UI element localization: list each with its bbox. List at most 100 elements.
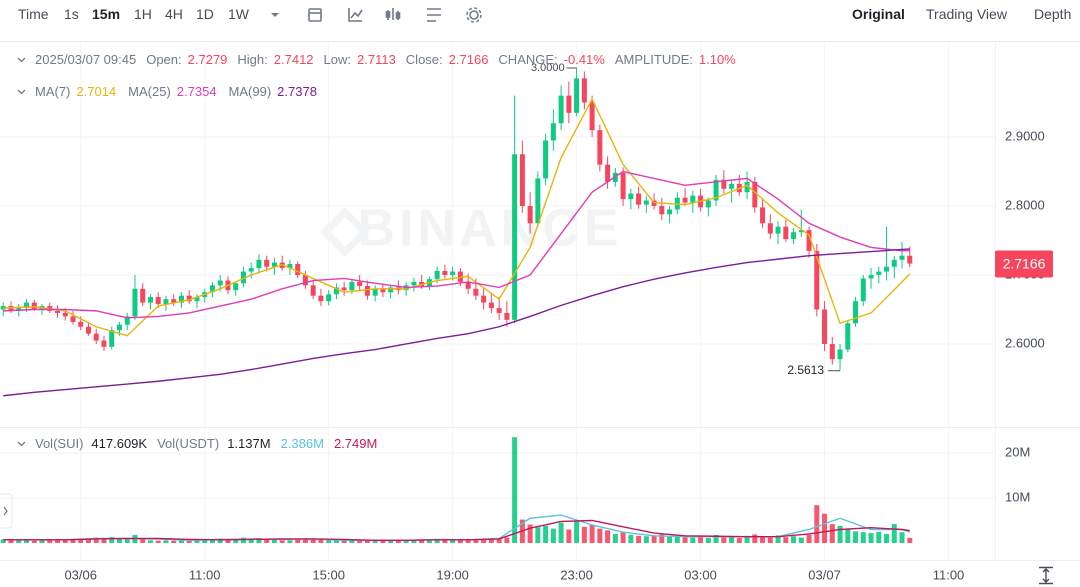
candle-body: [752, 181, 758, 208]
candle-body: [264, 259, 270, 267]
legend-chevrons[interactable]: [17, 57, 26, 447]
volume-bar: [225, 539, 231, 543]
ma-line: [3, 248, 910, 397]
interval-button[interactable]: 1s: [64, 6, 79, 22]
candle-body: [884, 266, 890, 272]
x-tick-label: 15:00: [312, 567, 345, 582]
candle-body: [302, 275, 308, 286]
candle-body: [845, 323, 851, 350]
x-tick-label: 03:00: [684, 567, 717, 582]
candle-body: [829, 343, 835, 360]
candle-body: [907, 255, 913, 264]
volume-ma-value: 2.749M: [333, 436, 378, 451]
volume-bar: [814, 505, 820, 543]
candle-body: [349, 281, 355, 291]
x-tick-label: 11:00: [933, 567, 965, 582]
interval-button[interactable]: Time: [18, 6, 49, 22]
volume-bar: [434, 538, 440, 543]
candle-body: [171, 299, 177, 303]
change-value: -0.41%: [563, 52, 605, 67]
candle-body: [70, 316, 76, 322]
volume-bar: [116, 538, 122, 543]
volume-bar: [550, 528, 556, 543]
view-tab[interactable]: Original: [852, 6, 905, 22]
volume-bar: [465, 539, 471, 543]
volume-bar: [791, 536, 797, 543]
candle-body: [783, 226, 789, 240]
low-label: 2.5613: [787, 363, 824, 377]
label: Vol(SUI): [35, 436, 84, 451]
volume-bar: [8, 540, 14, 543]
volume-bar: [535, 527, 541, 543]
volume-bar: [659, 534, 665, 543]
candle-body: [690, 195, 696, 203]
volume-bar: [240, 537, 246, 543]
volume-bar: [589, 524, 595, 543]
volume-bar: [605, 530, 611, 543]
candle-body: [682, 197, 688, 203]
candle-body: [628, 193, 634, 200]
view-tab[interactable]: Trading View: [926, 6, 1007, 22]
volume-bar: [39, 540, 45, 543]
candle-body: [899, 255, 905, 260]
volume-bar: [78, 539, 84, 543]
y-tick-label: 2.9000: [1005, 128, 1045, 143]
volume-tick-label: 20M: [1005, 444, 1030, 459]
volume-bar: [426, 539, 432, 543]
candle-body: [504, 312, 510, 320]
watermark: BINANCE: [358, 200, 623, 258]
candle-body: [822, 309, 828, 344]
volume-bar: [147, 540, 153, 543]
interval-button[interactable]: 15m: [92, 6, 121, 22]
volume-bar: [581, 526, 587, 543]
volume-bar: [85, 538, 91, 543]
toolbar-icons[interactable]: [271, 7, 482, 23]
candle-body: [240, 271, 246, 284]
volume-bar: [140, 538, 146, 543]
candle-body: [512, 154, 518, 320]
volume-bar: [62, 540, 68, 543]
volume-bar: [705, 538, 711, 543]
fit-icon[interactable]: [1039, 566, 1053, 585]
candle-body: [496, 308, 502, 313]
volume-bar: [783, 537, 789, 543]
close-value: 2.7166: [448, 52, 489, 67]
interval-button[interactable]: 1W: [228, 6, 249, 22]
candle-body: [527, 206, 533, 224]
legend-name: MA(7): [35, 84, 71, 99]
volume-bar: [698, 536, 704, 543]
view-tab[interactable]: Depth: [1034, 6, 1072, 22]
side-toggle[interactable]: [0, 493, 13, 529]
candle-body: [713, 179, 719, 201]
interval-button[interactable]: 1H: [134, 6, 152, 22]
volume-bar: [155, 540, 161, 543]
candle-body: [287, 263, 293, 269]
volume-bar: [574, 521, 580, 543]
candle-body: [775, 226, 781, 234]
candle-body: [109, 330, 115, 347]
legend-row: Vol(SUI) 417.609K Vol(USDT) 1.137M 2.386M 2.7…: [35, 436, 377, 451]
candle-body: [891, 259, 897, 267]
interval-button[interactable]: 1D: [196, 6, 214, 22]
candle-body: [411, 281, 417, 286]
volume-bar: [620, 532, 626, 543]
volume-bar: [403, 540, 409, 543]
volume-value: 417.609K: [91, 436, 148, 451]
candle-body: [791, 232, 797, 240]
candle-body: [333, 287, 339, 295]
volume-bar: [0, 539, 6, 543]
candle-body: [643, 200, 649, 205]
toolbar: Time 1s 15m 1H 4H 1D 1W Original Trading View Dep…: [0, 0, 1080, 42]
candle-body: [116, 324, 122, 331]
volume-bar: [527, 524, 533, 543]
volume-bar: [388, 540, 394, 543]
candle-body: [543, 140, 549, 179]
volume-bar: [767, 537, 773, 543]
interval-button[interactable]: 4H: [165, 6, 183, 22]
candle-body: [744, 181, 750, 193]
candle-body: [380, 288, 386, 293]
volume-bar: [287, 540, 293, 543]
candle-body: [837, 349, 843, 360]
candle-body: [876, 271, 882, 276]
